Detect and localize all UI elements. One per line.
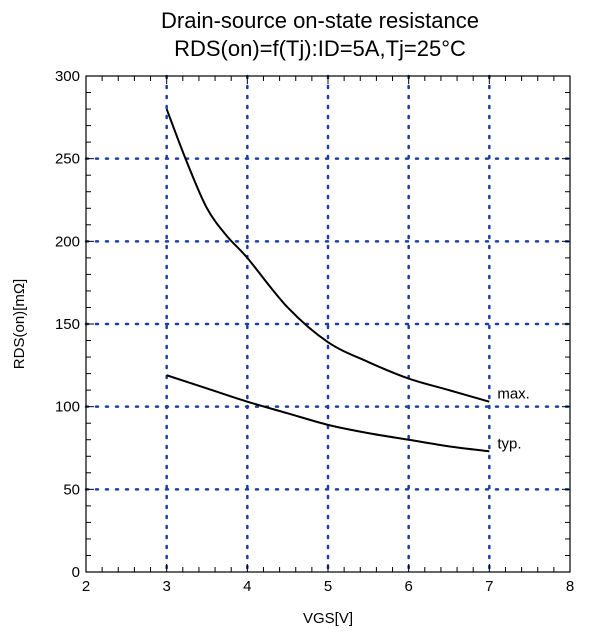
x-tick-label: 7 — [485, 578, 493, 595]
series-layer: max. typ. — [165, 108, 530, 453]
y-tick-label: 50 — [63, 481, 80, 498]
x-tick-label: 5 — [324, 578, 332, 595]
series-label: max. — [497, 386, 530, 403]
series-line-typ — [166, 374, 490, 453]
y-tick-label: 300 — [55, 68, 80, 85]
x-tick-label: 3 — [162, 578, 170, 595]
y-axis-label: RDS(on)[mΩ] — [11, 279, 28, 369]
x-tick-label: 4 — [243, 578, 251, 595]
x-axis: 2 3 4 5 6 7 8 — [82, 578, 574, 595]
y-tick-label: 200 — [55, 233, 80, 250]
x-tick-label: 2 — [82, 578, 90, 595]
grid — [84, 74, 572, 574]
chart-title: Drain-source on-state resistance — [161, 8, 479, 33]
axis-ticks — [85, 75, 571, 573]
chart-subtitle: RDS(on)=f(Tj):ID=5A,Tj=25°C — [174, 36, 466, 61]
y-tick-label: 100 — [55, 399, 80, 416]
series-line-max — [165, 108, 490, 403]
x-tick-label: 6 — [404, 578, 412, 595]
y-tick-label: 150 — [55, 316, 80, 333]
y-tick-label: 250 — [55, 151, 80, 168]
series-label: typ. — [497, 435, 521, 452]
x-axis-label: VGS[V] — [303, 610, 353, 627]
y-axis: 0 50 100 150 200 250 300 — [55, 68, 80, 581]
x-tick-label: 8 — [566, 578, 574, 595]
y-tick-label: 0 — [72, 564, 80, 581]
